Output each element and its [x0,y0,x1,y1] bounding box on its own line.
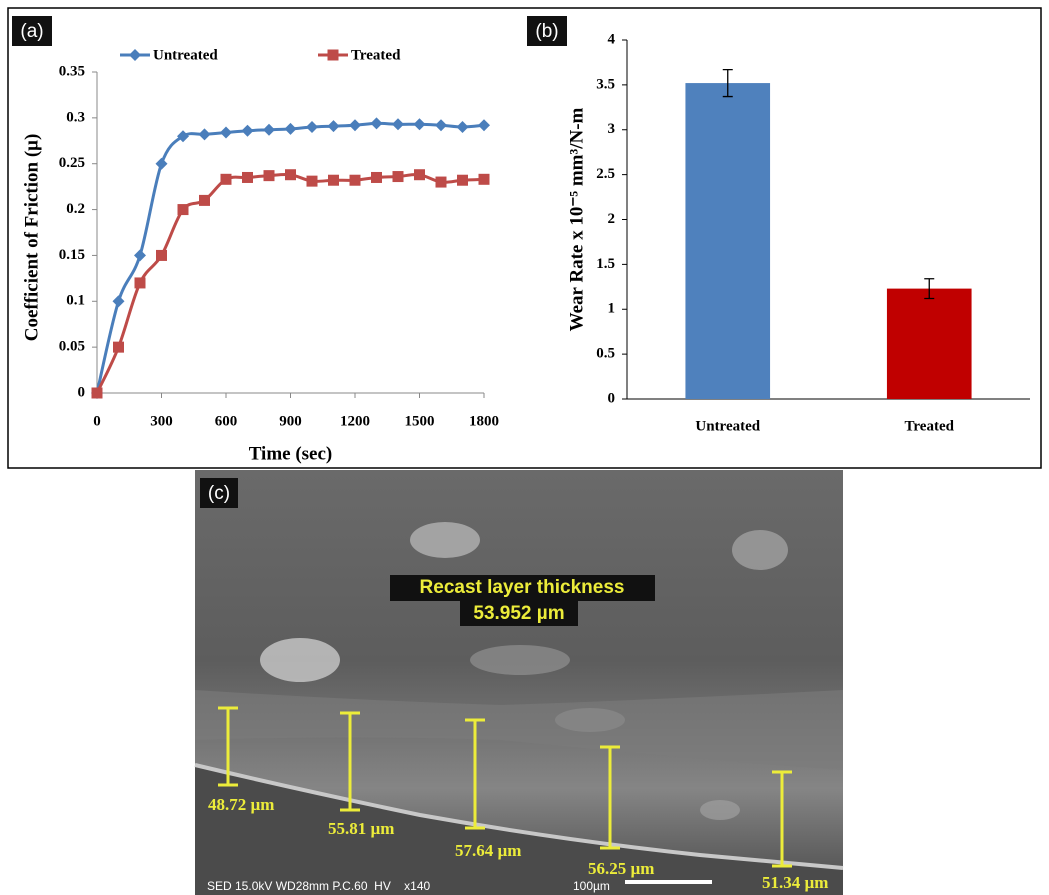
y-axis-label: Coefficient of Friction (μ) [21,134,42,342]
x-tick-label: 900 [279,413,302,429]
x-tick-label: 0 [93,413,101,429]
panel-frame [7,7,1042,469]
data-point [155,157,168,170]
data-point [113,341,124,353]
measurement-label: 51.34 µm [762,873,828,892]
data-point [177,204,189,216]
sem-footer: SED 15.0kV WD28mm P.C.60 HV x140 [207,879,431,893]
measurement-label: 55.81 µm [328,819,394,838]
error-bar [924,278,935,300]
data-point [198,128,211,141]
y-tick-label: 0.2 [66,201,85,217]
data-point [435,119,447,132]
series-line [95,121,485,394]
x-tick-label: 1500 [405,413,435,429]
x-tick-label: 1800 [469,413,499,429]
annotation-value: 53.952 µm [473,603,564,624]
data-point [371,171,382,183]
y-tick-label: 2.5 [596,166,615,182]
measurement-label: 48.72 µm [208,795,274,814]
y-tick-label: 3.5 [596,76,615,92]
data-point [413,118,426,131]
panel-label: (b) [535,21,558,42]
data-point [220,173,232,185]
data-point [263,123,275,136]
data-point [220,126,232,139]
x-tick-label: Untreated [695,418,760,434]
y-tick-label: 2 [608,211,616,227]
data-point [414,169,425,181]
y-tick-label: 0 [608,390,616,406]
x-axis-label: Time (sec) [249,443,333,464]
data-point [284,122,297,135]
bar [685,83,771,399]
data-point [370,117,383,130]
y-tick-label: 4 [608,31,616,47]
panel-label-box [527,16,567,46]
y-tick-label: 0.25 [59,155,85,171]
data-point [327,120,340,133]
data-point [112,295,125,308]
y-tick-label: 0 [78,384,86,400]
data-point [156,249,167,261]
data-point [91,387,103,399]
measurement-label: 56.25 µm [588,859,654,878]
y-tick-label: 0.05 [59,339,85,355]
annotation-title: Recast layer thickness [420,577,625,598]
y-tick-label: 1 [608,301,616,317]
data-point [263,170,275,182]
x-tick-label: Treated [905,418,955,434]
y-tick-label: 1.5 [596,256,615,272]
data-point [306,175,318,187]
y-tick-label: 3 [608,121,616,137]
data-point [306,121,318,134]
y-tick-label: 0.3 [66,109,85,125]
measurement-label: 57.64 µm [455,841,521,860]
data-point [242,171,253,183]
x-tick-label: 600 [215,413,238,429]
data-point [134,277,146,289]
data-point [457,174,468,186]
legend-marker [327,49,339,61]
data-point [241,124,254,137]
data-point [392,118,404,131]
panel-label: (c) [208,483,230,504]
scale-bar-label: 100µm [573,879,610,893]
legend-label: Treated [351,47,401,63]
y-tick-label: 0.5 [596,346,615,362]
legend-marker [129,49,141,61]
legend-label: Untreated [153,47,218,63]
error-bar [722,68,733,98]
x-tick-label: 1200 [340,413,370,429]
data-point [435,176,447,188]
data-point [392,171,404,183]
data-point [456,121,469,134]
y-tick-label: 0.35 [59,63,85,79]
data-point [349,174,361,186]
data-point [285,169,296,181]
panel-label: (a) [20,21,43,42]
series-line [95,172,485,394]
x-tick-label: 300 [150,413,173,429]
y-tick-label: 0.1 [66,293,85,309]
y-axis-label: Wear Rate x 10⁻⁵ mm³/N-m [566,107,587,331]
data-point [177,130,189,143]
data-point [478,173,490,185]
data-point [478,119,490,132]
panel-label-box [12,16,52,46]
sem-image [194,470,844,895]
data-point [328,174,339,186]
data-point [134,249,146,262]
data-point [199,194,210,206]
data-point [349,119,361,132]
y-tick-label: 0.15 [59,247,85,263]
bar [886,288,972,399]
